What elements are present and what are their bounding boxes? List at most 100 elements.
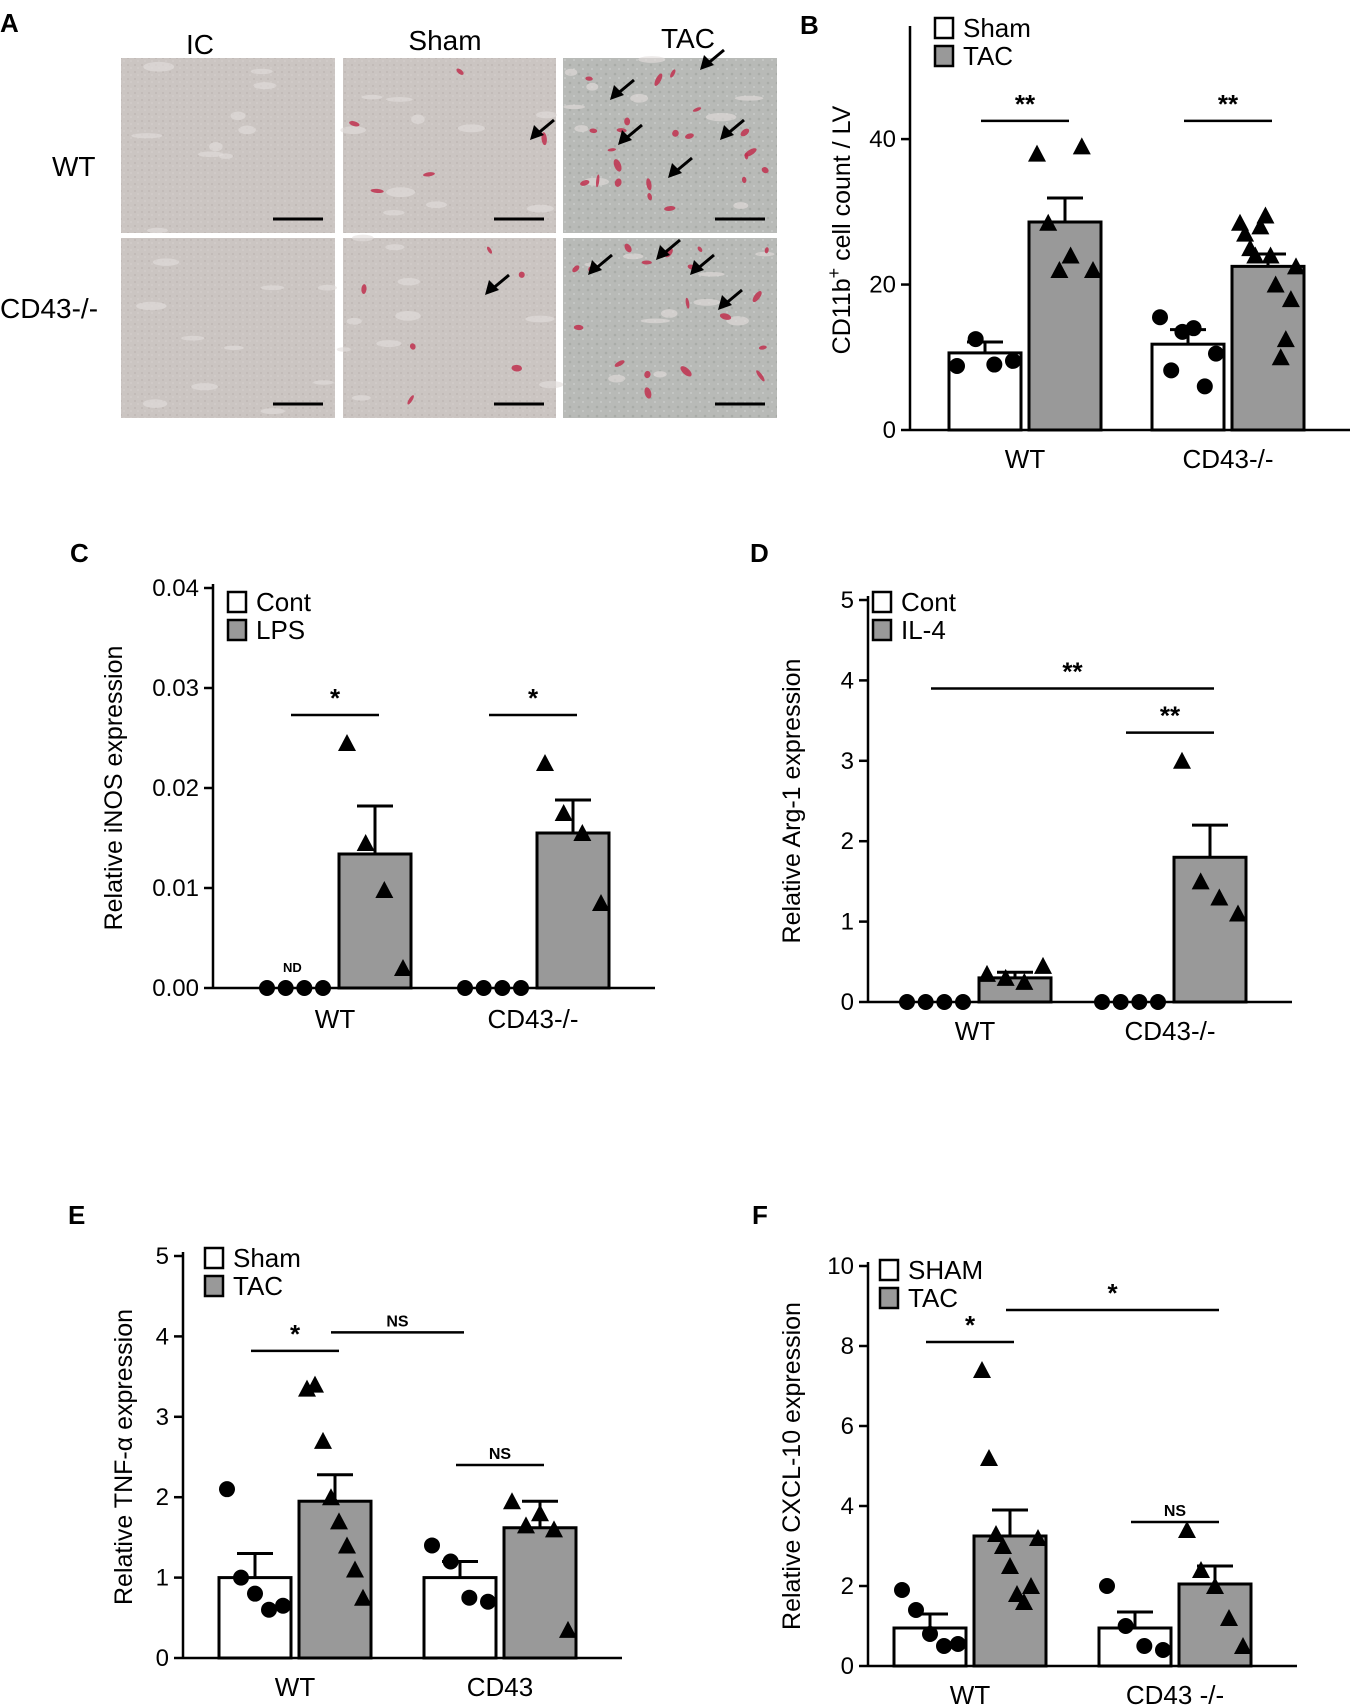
stain-mark <box>349 121 360 127</box>
tissue-fiber <box>586 82 599 91</box>
data-point <box>967 331 984 348</box>
legend-swatch <box>878 1258 900 1282</box>
arrow-icon <box>720 118 745 140</box>
tissue-fiber <box>253 82 277 90</box>
data-point <box>338 1536 356 1554</box>
data-point <box>330 1512 348 1530</box>
stain-mark <box>692 107 702 112</box>
y-tick-label: 40 <box>869 126 896 153</box>
tissue-fiber <box>181 335 205 341</box>
stain-mark <box>614 360 625 367</box>
arrow-icon <box>610 78 635 100</box>
micrograph-image <box>121 58 335 233</box>
tissue-fiber <box>411 114 425 125</box>
tissue-fiber <box>574 125 589 133</box>
bar-sham-cd43 <box>422 1576 498 1660</box>
tissue-fiber <box>660 309 678 318</box>
tissue-fiber <box>336 347 351 352</box>
data-point <box>259 980 275 996</box>
stain-mark <box>654 73 663 86</box>
data-point <box>1251 217 1270 235</box>
stain-mark <box>758 345 767 350</box>
stain-mark <box>756 370 765 382</box>
tissue-fiber <box>457 124 486 133</box>
row-label-wt: WT <box>52 151 96 182</box>
stain-mark <box>740 128 750 137</box>
stain-mark <box>680 366 692 377</box>
tissue-fiber <box>734 95 764 101</box>
legend-swatch <box>933 16 955 40</box>
y-tick-label: 3 <box>156 1404 169 1431</box>
data-point <box>1094 994 1110 1010</box>
data-point <box>1191 872 1210 890</box>
tissue-fiber <box>385 97 413 102</box>
tissue-fiber <box>209 141 223 152</box>
data-point <box>1266 275 1285 293</box>
data-point <box>1001 1557 1019 1574</box>
tissue-fiber <box>351 395 371 401</box>
legend-swatch <box>226 618 248 642</box>
data-point <box>346 1560 364 1578</box>
tissue-fiber <box>197 151 224 158</box>
data-point <box>1163 362 1180 379</box>
stain-mark <box>585 76 593 81</box>
data-point <box>442 1553 459 1570</box>
stain-mark <box>616 128 627 133</box>
data-point <box>233 1569 249 1586</box>
y-axis-label: CD11b+ cell count / LV <box>824 105 856 354</box>
significance-label: ** <box>1015 89 1036 119</box>
tissue-fiber <box>340 126 366 135</box>
data-point <box>973 1361 991 1378</box>
legend-label: SHAM <box>908 1255 983 1285</box>
data-point <box>513 980 529 996</box>
micrograph-cd43-tac <box>563 238 777 418</box>
tissue-fiber <box>346 317 362 325</box>
data-point <box>1028 144 1046 162</box>
data-point <box>296 980 313 996</box>
y-axis-label: Relative iNOS expression <box>100 646 128 931</box>
significance-label: ** <box>1062 656 1083 686</box>
tissue-fiber <box>313 380 334 385</box>
data-point <box>322 1488 340 1506</box>
data-point <box>1287 257 1305 275</box>
tissue-fiber <box>525 315 555 323</box>
y-tick-label: 10 <box>827 1253 854 1280</box>
stain-mark <box>685 133 694 139</box>
tissue-fiber <box>623 253 644 260</box>
tissue-fiber <box>376 340 402 348</box>
legend-label: Cont <box>256 587 312 617</box>
y-axis-label: Relative CXCL-10 expression <box>778 1302 806 1630</box>
arrow-icon <box>530 118 555 140</box>
stain-mark <box>761 167 769 174</box>
stain-mark <box>456 68 464 75</box>
legend-swatch <box>203 1246 225 1270</box>
stain-mark <box>361 284 367 295</box>
stain-mark <box>672 129 679 137</box>
data-point <box>592 894 610 911</box>
data-point <box>978 964 996 982</box>
y-tick-label: 0 <box>156 1645 169 1672</box>
stain-mark <box>697 246 703 252</box>
data-point <box>531 1504 549 1522</box>
data-point <box>1210 888 1229 906</box>
arrow-icon <box>588 253 613 275</box>
tissue-fiber <box>705 112 737 122</box>
legend-swatch <box>871 590 893 614</box>
stain-mark <box>670 69 676 78</box>
stain-mark <box>595 174 600 188</box>
micrograph-image <box>343 238 556 418</box>
y-tick-label: 4 <box>841 1493 854 1520</box>
tissue-fiber <box>385 244 405 251</box>
legend-label: Sham <box>233 1243 301 1273</box>
legend-label: TAC <box>233 1271 283 1301</box>
data-point <box>480 1593 496 1610</box>
tissue-fiber <box>238 125 256 135</box>
data-point <box>908 1602 924 1618</box>
y-tick-label: 5 <box>156 1243 169 1270</box>
stain-mark <box>641 260 652 265</box>
stain-mark <box>573 324 584 331</box>
stain-mark <box>752 291 762 303</box>
data-point <box>545 1520 563 1538</box>
stain-mark <box>580 180 590 186</box>
